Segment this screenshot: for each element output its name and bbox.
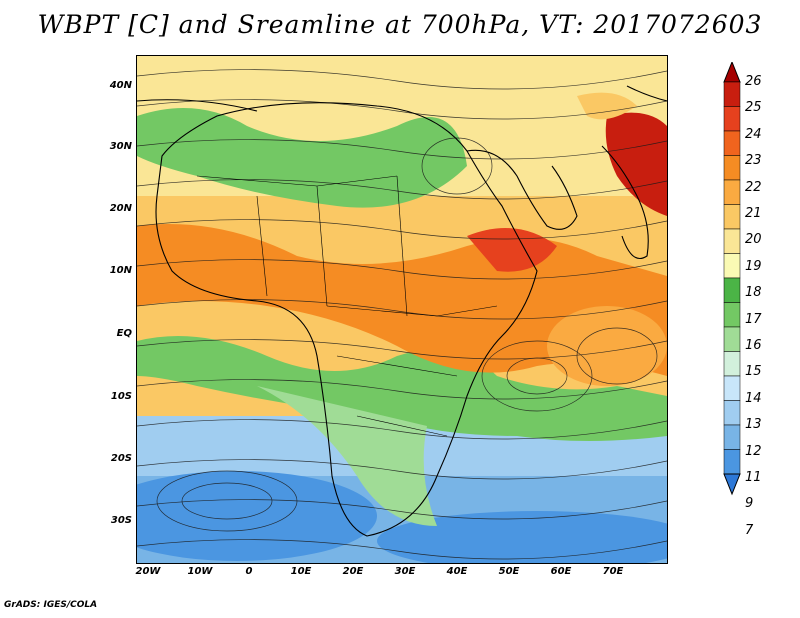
lon-label: 50E <box>498 566 520 577</box>
lat-label: 20S <box>110 453 132 464</box>
colorbar-arrow-top <box>723 62 741 83</box>
colorbar-segment <box>723 155 741 181</box>
colorbar-label: 21 <box>745 206 762 221</box>
colorbar-label: 16 <box>745 338 762 353</box>
lat-label: 20N <box>109 203 132 214</box>
colorbar-segment <box>723 449 741 475</box>
colorbar-label: 22 <box>745 179 762 195</box>
credit-text: GrADS: IGES/COLA <box>4 600 98 610</box>
colorbar-segment <box>723 326 741 352</box>
colorbar-label: 13 <box>745 417 762 433</box>
lon-label: 20E <box>342 566 364 577</box>
colorbar-label: 15 <box>745 364 762 380</box>
coastlines <box>137 85 667 537</box>
colorbar-label: 7 <box>745 522 754 538</box>
colorbar-label: 25 <box>745 100 762 116</box>
colorbar <box>723 62 741 496</box>
lon-label: 60E <box>550 566 572 577</box>
colorbar-segment <box>723 130 741 156</box>
lat-label: 30N <box>109 141 132 152</box>
colorbar-segment <box>723 302 741 328</box>
lat-label: 10N <box>109 265 132 276</box>
lon-label: 0 <box>245 566 253 577</box>
colorbar-segment <box>723 277 741 303</box>
colorbar-segment <box>723 375 741 401</box>
region-deep-cold <box>137 471 377 561</box>
colorbar-segment <box>723 106 741 132</box>
colorbar-segment <box>723 204 741 230</box>
lon-label: 70E <box>602 566 624 577</box>
lat-label: 10S <box>110 391 132 402</box>
colorbar-segment <box>723 351 741 377</box>
colorbar-label: 19 <box>745 258 762 274</box>
colorbar-segment <box>723 228 741 254</box>
colorbar-segment <box>723 81 741 107</box>
colorbar-segment <box>723 400 741 426</box>
lon-label: 10E <box>290 566 312 577</box>
colorbar-label: 11 <box>745 470 762 485</box>
colorbar-label: 14 <box>745 390 762 406</box>
lat-label: 40N <box>109 80 132 91</box>
colorbar-arrow-bottom <box>723 473 741 496</box>
colorbar-label: 26 <box>745 74 762 89</box>
colorbar-label: 9 <box>745 496 754 512</box>
colorbar-label: 24 <box>745 126 762 142</box>
lat-label: 30S <box>110 515 132 526</box>
colorbar-label: 12 <box>745 443 762 459</box>
lat-label: EQ <box>116 328 132 339</box>
wbpt-field <box>137 56 667 563</box>
lon-label: 20W <box>135 566 161 577</box>
colorbar-segment <box>723 253 741 279</box>
colorbar-label: 20 <box>745 232 762 248</box>
colorbar-label: 23 <box>745 153 762 169</box>
lon-label: 10W <box>187 566 213 577</box>
colorbar-label: 17 <box>745 311 762 327</box>
colorbar-segment <box>723 179 741 205</box>
map-title: WBPT [C] and Sreamline at 700hPa, VT: 20… <box>37 10 763 39</box>
map-panel[interactable] <box>136 55 668 564</box>
colorbar-label: 18 <box>745 285 762 301</box>
lon-label: 30E <box>394 566 416 577</box>
lon-label: 40E <box>446 566 468 577</box>
colorbar-segment <box>723 424 741 450</box>
region-india-hot <box>605 112 667 216</box>
region-green-north <box>137 108 467 208</box>
